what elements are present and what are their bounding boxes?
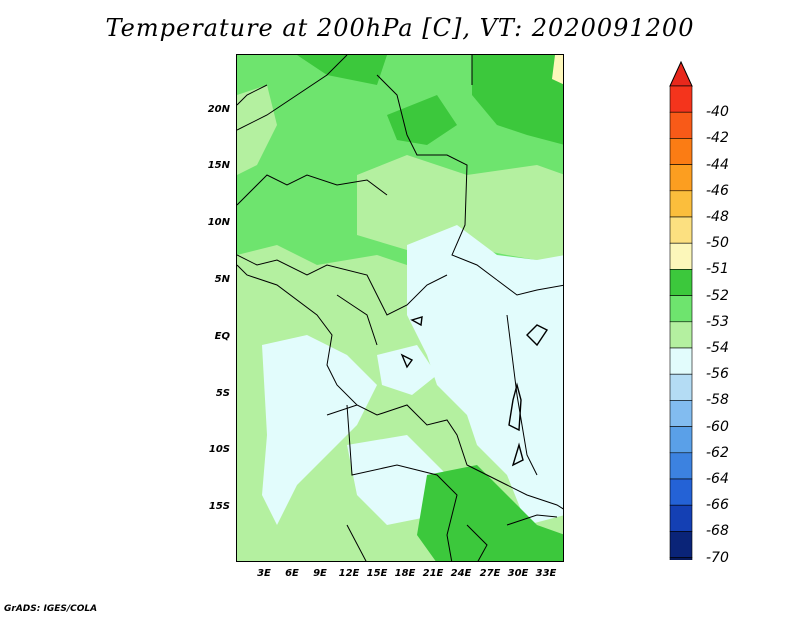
colorbar-label: -52 xyxy=(706,287,729,304)
lat-label: 5N xyxy=(214,274,230,285)
map-panel xyxy=(236,54,564,562)
colorbar-label: -68 xyxy=(706,523,729,540)
lat-label: 15N xyxy=(207,160,230,171)
lon-label: 27E xyxy=(479,568,501,579)
lon-label: 9E xyxy=(313,568,327,579)
colorbar-swatch xyxy=(669,138,693,165)
colorbar-label: -50 xyxy=(706,235,729,252)
field-band-52 xyxy=(417,465,563,561)
field-band-56 xyxy=(407,225,563,525)
lon-label: 18E xyxy=(394,568,416,579)
field-band-52 xyxy=(297,55,387,85)
colorbar-label: -60 xyxy=(706,418,729,435)
colorbar-swatch xyxy=(669,557,693,560)
colorbar-label: -44 xyxy=(706,156,729,173)
colorbar-label: -54 xyxy=(706,340,729,356)
colorbar-top-arrow xyxy=(669,60,693,87)
temperature-map xyxy=(237,55,563,561)
lon-label: 24E xyxy=(450,568,472,579)
colorbar-label: -40 xyxy=(706,104,729,121)
lat-label: EQ xyxy=(214,331,230,342)
lat-label: 10S xyxy=(208,444,230,455)
colorbar-swatch xyxy=(669,426,693,454)
field-band-56 xyxy=(377,345,437,395)
field-band-54 xyxy=(357,155,563,265)
colorbar-label: -70 xyxy=(706,549,729,566)
colorbar-swatch xyxy=(669,452,693,480)
field-band-54 xyxy=(237,85,277,175)
colorbar-label: -66 xyxy=(706,497,729,514)
lon-label: 3E xyxy=(257,568,271,579)
colorbar-swatch xyxy=(669,111,693,139)
colorbar-swatch xyxy=(669,190,693,218)
lat-label: 5S xyxy=(215,388,230,399)
lon-label: 12E xyxy=(338,568,360,579)
colorbar-swatch xyxy=(669,242,693,270)
colorbar-swatch xyxy=(669,85,693,113)
colorbar-label: -51 xyxy=(706,261,729,278)
lon-label: 30E xyxy=(507,568,529,579)
lon-label: 6E xyxy=(285,568,299,579)
colorbar-label: -58 xyxy=(706,392,729,409)
lat-label: 20N xyxy=(207,104,230,115)
colorbar-label: -42 xyxy=(706,130,729,147)
colorbar-swatch xyxy=(669,531,693,558)
colorbar-label: -56 xyxy=(706,366,729,383)
field-band-56 xyxy=(262,335,377,525)
colorbar-swatch xyxy=(669,216,693,244)
colorbar-swatch xyxy=(669,295,693,323)
colorbar-label: -64 xyxy=(706,471,729,487)
colorbar-label: -46 xyxy=(706,182,729,199)
map-title: Temperature at 200hPa [C], VT: 202009120… xyxy=(105,14,695,42)
colorbar xyxy=(669,60,693,560)
lat-label: 15S xyxy=(208,501,230,512)
lon-label: 15E xyxy=(366,568,388,579)
footer-credit: GrADS: IGES/COLA xyxy=(4,604,98,614)
lakes xyxy=(400,316,549,467)
country-borders xyxy=(237,55,563,561)
field-band-52 xyxy=(472,55,563,145)
colorbar-swatch xyxy=(669,478,693,506)
colorbar-swatch xyxy=(669,347,693,375)
lat-label: 10N xyxy=(207,217,230,228)
field-band-56 xyxy=(347,435,447,525)
colorbar-swatch xyxy=(669,400,693,427)
colorbar-swatch xyxy=(669,269,693,296)
lon-label: 33E xyxy=(535,568,557,579)
colorbar-swatch xyxy=(669,164,693,192)
colorbar-label: -53 xyxy=(706,313,729,330)
colorbar-swatch xyxy=(669,504,693,532)
field-band-50 xyxy=(552,55,563,85)
field-band-52 xyxy=(387,95,457,145)
colorbar-label: -62 xyxy=(706,444,729,461)
lon-label: 21E xyxy=(422,568,444,579)
colorbar-label: -48 xyxy=(706,209,729,225)
colorbar-swatch xyxy=(669,321,693,349)
colorbar-swatch xyxy=(669,373,693,401)
